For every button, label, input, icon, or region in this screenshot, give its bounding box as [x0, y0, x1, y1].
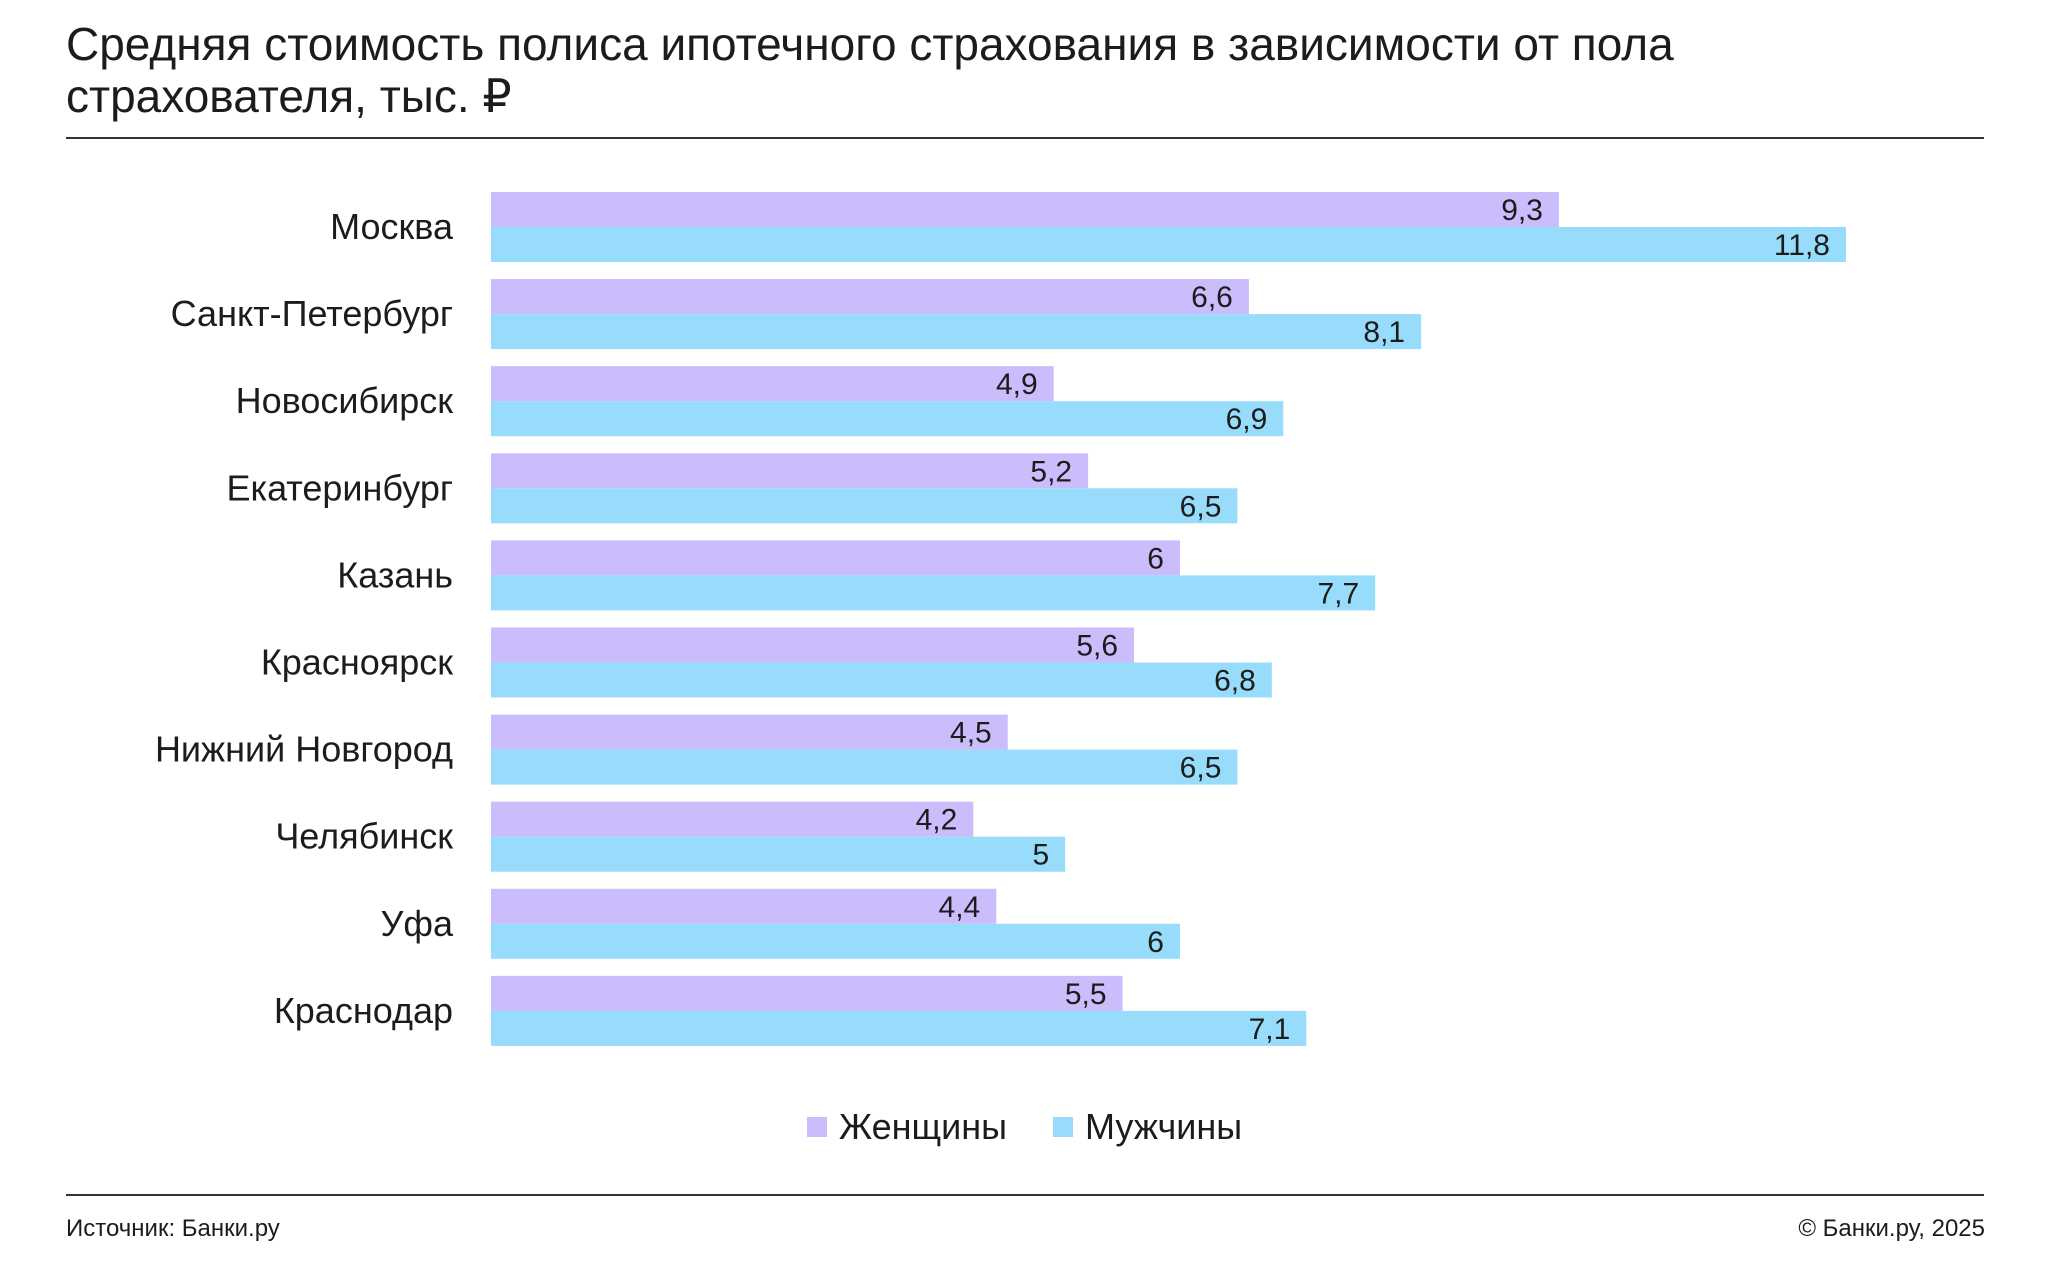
data-label: 5,2 [1030, 455, 1072, 488]
bar-women [491, 540, 1180, 576]
data-label: 7,7 [1317, 577, 1359, 610]
bar-women [491, 888, 997, 924]
bar-men [491, 227, 1846, 262]
bar-men [491, 575, 1376, 611]
category-label: Казань [337, 554, 453, 595]
chart-title: Средняя стоимость полиса ипотечного стра… [66, 18, 1674, 122]
category-label: Уфа [380, 903, 453, 944]
legend-label-men: Мужчины [1085, 1106, 1243, 1147]
category-label: Краснодар [274, 990, 453, 1031]
legend-swatch-men [1053, 1117, 1074, 1137]
bar-men [491, 662, 1272, 698]
legend-item-women: Женщины [806, 1106, 1008, 1148]
data-label: 4,5 [950, 717, 992, 750]
data-label: 6,6 [1191, 281, 1233, 314]
data-label: 5,6 [1076, 630, 1118, 663]
legend: Женщины Мужчины [0, 1106, 2049, 1148]
bar-men [491, 401, 1284, 437]
data-label: 6,5 [1180, 490, 1222, 523]
data-label: 5,5 [1065, 978, 1107, 1011]
data-label: 5 [1032, 839, 1049, 872]
bar-women [491, 453, 1089, 489]
data-label: 6 [1147, 926, 1164, 959]
data-label: 7,1 [1249, 1013, 1291, 1046]
category-label: Челябинск [275, 816, 453, 857]
bar-women [491, 714, 1008, 750]
bar-men [491, 488, 1238, 524]
footer-divider [66, 1194, 1984, 1196]
data-label: 6 [1147, 542, 1164, 575]
bar-men [491, 1010, 1307, 1046]
data-label: 4,2 [916, 804, 958, 837]
data-label: 6,5 [1180, 752, 1222, 785]
bar-men [491, 923, 1180, 959]
category-label: Екатеринбург [227, 467, 453, 508]
bar-men [491, 836, 1066, 872]
data-label: 8,1 [1363, 316, 1405, 349]
bar-women [491, 279, 1249, 315]
bar-women [491, 801, 974, 837]
category-label: Москва [330, 206, 454, 247]
bar-women [491, 192, 1559, 227]
bar-men [491, 314, 1422, 350]
source-note: Источник: Банки.ру [66, 1215, 280, 1242]
copyright-note: © Банки.ру, 2025 [1798, 1215, 1985, 1242]
data-label: 4,4 [939, 891, 981, 924]
category-label: Красноярск [261, 642, 453, 683]
title-divider [66, 137, 1984, 139]
data-label: 4,9 [996, 368, 1038, 401]
legend-item-men: Мужчины [1053, 1106, 1242, 1148]
data-label: 6,8 [1214, 665, 1256, 698]
legend-swatch-women [806, 1117, 827, 1137]
category-label: Новосибирск [236, 380, 454, 421]
data-label: 11,8 [1774, 229, 1830, 262]
category-label: Нижний Новгород [155, 729, 453, 770]
legend-label-women: Женщины [838, 1106, 1008, 1147]
data-label: 9,3 [1501, 194, 1543, 227]
bar-women [491, 627, 1135, 663]
bar-women [491, 975, 1123, 1011]
bar-men [491, 749, 1238, 785]
category-label: Санкт-Петербург [171, 293, 453, 334]
bar-chart: Москва 9,3 11,8 Санкт-Петербург 6,6 8,1 Новоси… [155, 192, 1846, 1046]
data-label: 6,9 [1226, 403, 1268, 436]
bar-women [491, 366, 1054, 402]
